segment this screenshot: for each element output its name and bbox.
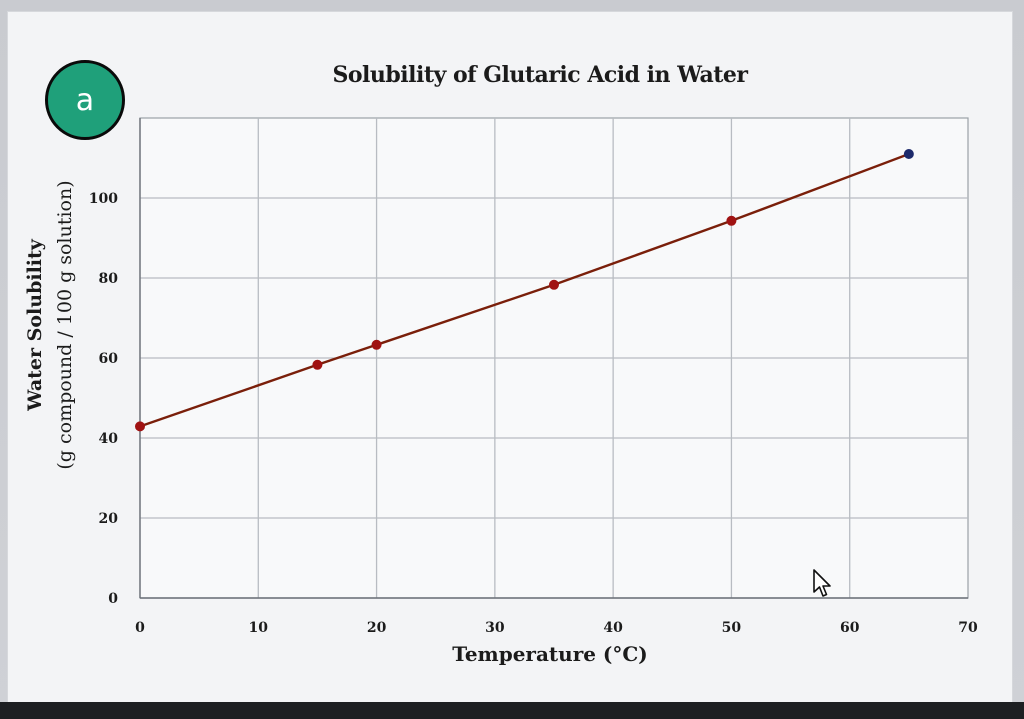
bottom-edge	[0, 702, 1024, 719]
data-point	[549, 279, 559, 290]
x-tick-label: 70	[958, 620, 978, 636]
x-tick-label: 20	[367, 620, 387, 636]
x-tick-label: 0	[135, 620, 145, 636]
series-line	[139, 152, 910, 428]
y-tick-label: 20	[99, 511, 119, 527]
data-point	[903, 149, 914, 159]
x-tick-label: 10	[249, 620, 269, 636]
data-point	[135, 421, 145, 432]
chart-title: Solubility of Glutaric Acid in Water	[332, 62, 748, 88]
data-point	[726, 215, 737, 226]
mouse-cursor-icon	[813, 569, 831, 597]
x-tick-label: 60	[840, 620, 860, 636]
y-tick-label: 80	[99, 271, 119, 287]
badge-a: a	[45, 60, 125, 140]
y-tick-label: 0	[108, 591, 118, 607]
y-tick-label: 60	[99, 351, 119, 367]
x-tick-label: 30	[485, 620, 505, 636]
x-tick-label: 40	[603, 620, 623, 636]
x-axis-label: Temperature (°C)	[452, 642, 648, 666]
badge-label: a	[75, 82, 95, 118]
data-point	[312, 359, 323, 370]
y-tick-label: 40	[99, 431, 119, 447]
x-tick-label: 50	[722, 620, 742, 636]
y-tick-label: 100	[89, 191, 118, 207]
data-point	[371, 339, 382, 350]
